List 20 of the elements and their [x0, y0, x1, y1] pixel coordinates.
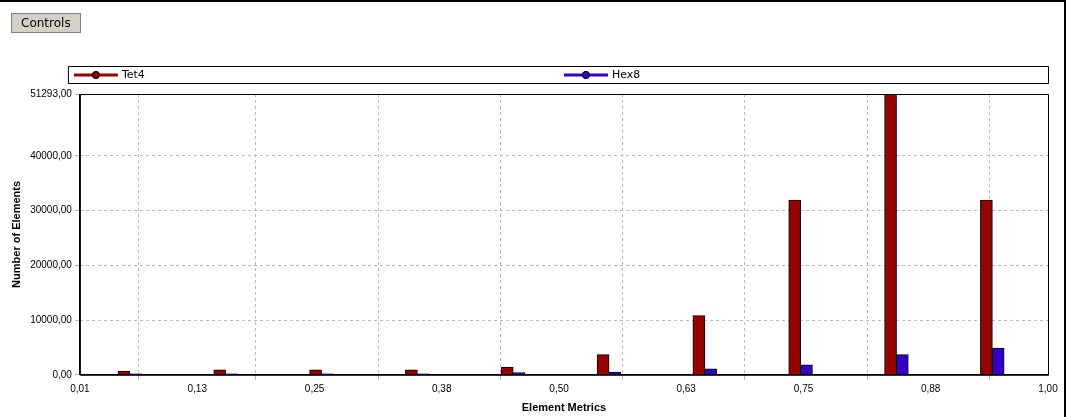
- x-axis-title: Element Metrics: [521, 401, 607, 414]
- legend-label: Hex8: [611, 67, 641, 81]
- y-tick-label: 20000,00: [30, 259, 73, 271]
- x-tick-label: 1,00: [1038, 382, 1059, 394]
- x-tick-label: 0,25: [304, 382, 325, 394]
- y-axis-title: Number of Elements: [9, 180, 22, 288]
- text: Controls: [11, 13, 81, 33]
- y-tick-label: 51293,00: [30, 87, 73, 99]
- legend-label: Tet4: [120, 67, 145, 81]
- x-tick-label: 0,38: [431, 382, 452, 394]
- x-tick-label: 0,01: [70, 382, 91, 394]
- y-tick-label: 30000,00: [30, 204, 73, 216]
- x-tick-label: 0,63: [676, 382, 697, 394]
- y-tick-label: 0,00: [52, 368, 73, 380]
- x-tick-label: 0,75: [793, 382, 814, 394]
- y-tick-label: 10000,00: [30, 313, 73, 325]
- x-tick-label: 0,50: [549, 382, 570, 394]
- x-tick-label: 0,13: [187, 382, 208, 394]
- y-tick-label: 40000,00: [30, 149, 73, 161]
- x-tick-label: 0,88: [920, 382, 941, 394]
